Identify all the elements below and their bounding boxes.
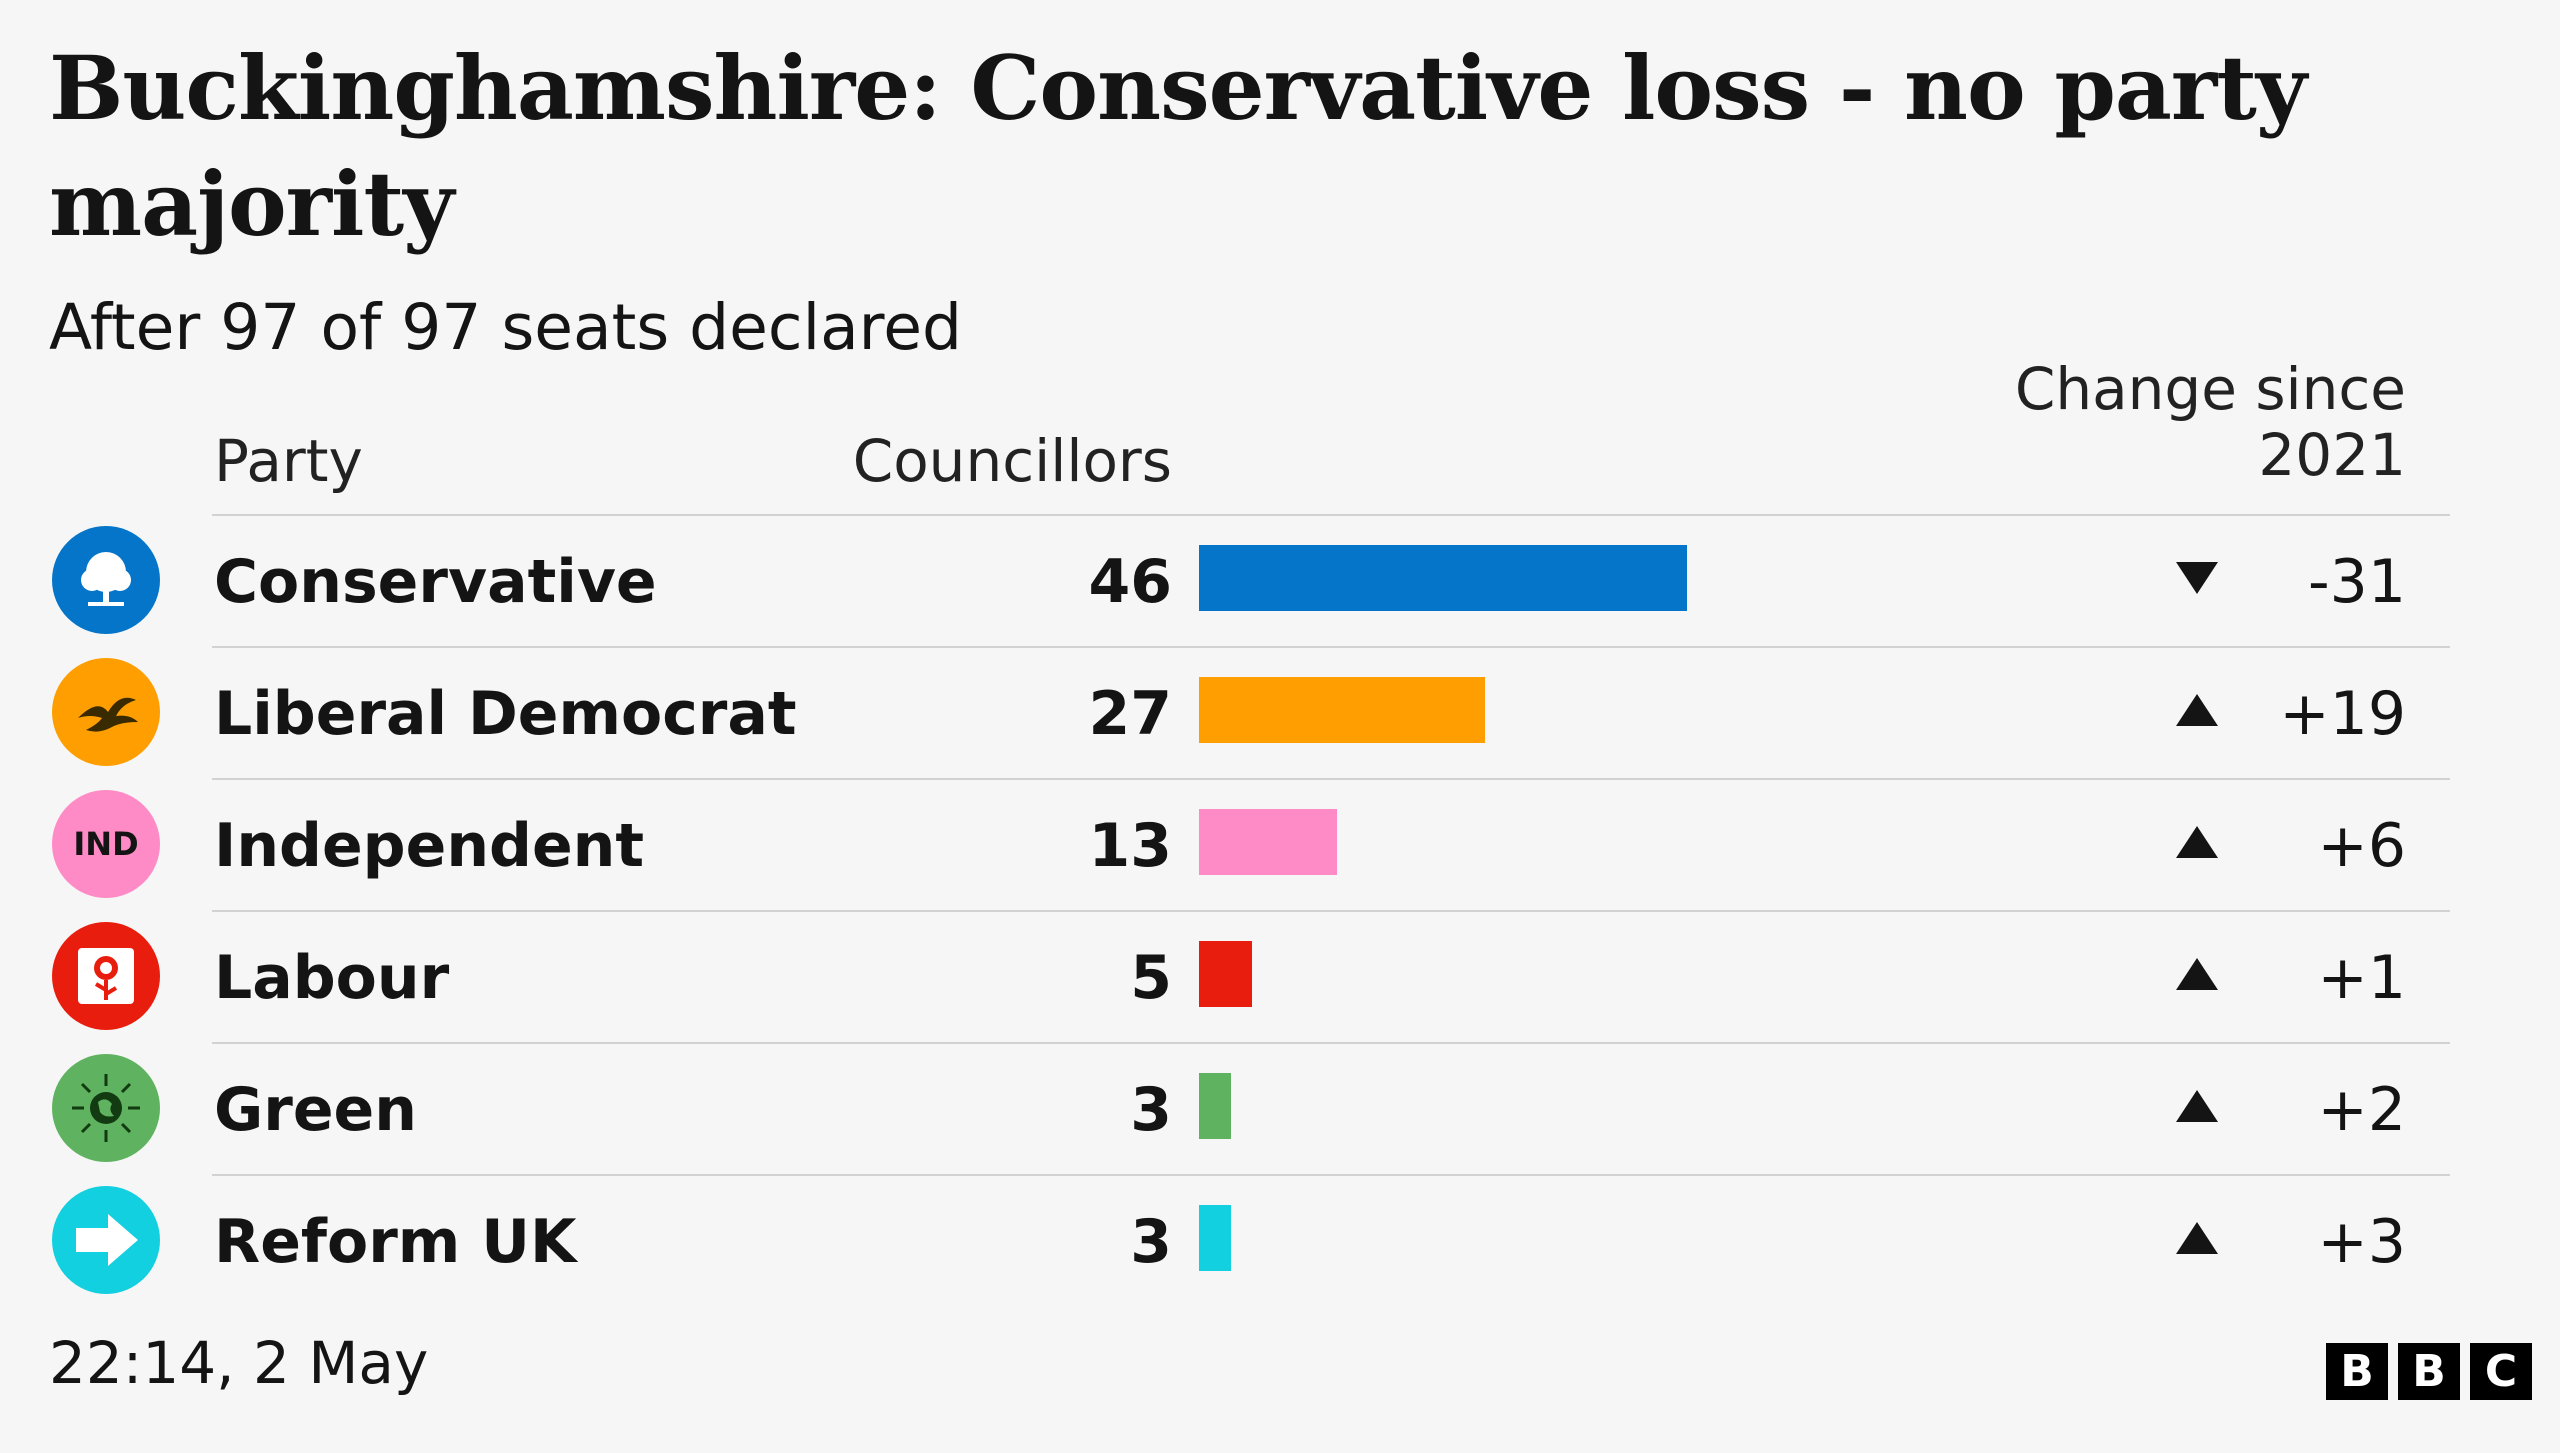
bar [1199, 1073, 1231, 1139]
councillors-value: 5 [1130, 943, 1172, 1013]
councillors-value: 27 [1088, 679, 1173, 749]
bbc-logo: B B C [2326, 1343, 2532, 1400]
labour-rose-icon [52, 922, 160, 1030]
chart-title: Buckinghamshire: Conservative loss - no … [49, 36, 2307, 256]
party-row: Conservative 46 -31 [0, 514, 2560, 646]
party-row: Labour 5 +1 [0, 910, 2560, 1042]
chart-subtitle: After 97 of 97 seats declared [49, 291, 962, 364]
independent-logo-text: IND [73, 825, 139, 863]
change-value: +6 [2317, 811, 2406, 881]
triangle-up-icon [2176, 958, 2218, 990]
party-name: Liberal Democrat [214, 679, 797, 749]
party-row: Reform UK 3 +3 [0, 1174, 2560, 1306]
bar [1199, 545, 1687, 611]
party-name: Independent [214, 811, 645, 881]
header-party: Party [214, 427, 363, 495]
change-value: +1 [2317, 943, 2406, 1013]
reform-arrow-icon [52, 1186, 160, 1294]
change-value: -31 [2308, 547, 2406, 617]
councillors-value: 13 [1088, 811, 1173, 881]
header-change: Change since 2021 [2014, 355, 2406, 489]
conservative-tree-icon [52, 526, 160, 634]
party-row: Green 3 +2 [0, 1042, 2560, 1174]
triangle-down-icon [2176, 562, 2218, 594]
triangle-up-icon [2176, 694, 2218, 726]
libdem-bird-icon [52, 658, 160, 766]
party-row: IND Independent 13 +6 [0, 778, 2560, 910]
triangle-up-icon [2176, 1222, 2218, 1254]
results-table: Conservative 46 -31 Liberal Democrat 27 +19 IN… [0, 514, 2560, 1306]
header-councillors: Councillors [852, 427, 1172, 495]
councillors-value: 46 [1088, 547, 1173, 617]
green-globe-icon [52, 1054, 160, 1162]
party-name: Labour [214, 943, 450, 1013]
councillors-value: 3 [1130, 1075, 1172, 1145]
bbc-logo-letter: B [2326, 1343, 2388, 1400]
party-name: Green [214, 1075, 417, 1145]
bbc-logo-letter: C [2470, 1343, 2532, 1400]
change-value: +19 [2279, 679, 2406, 749]
bar [1199, 941, 1252, 1007]
bar [1199, 677, 1485, 743]
bbc-logo-letter: B [2398, 1343, 2460, 1400]
bar [1199, 809, 1337, 875]
party-name: Conservative [214, 547, 657, 617]
triangle-up-icon [2176, 826, 2218, 858]
party-name: Reform UK [214, 1207, 577, 1277]
bar [1199, 1205, 1231, 1271]
party-row: Liberal Democrat 27 +19 [0, 646, 2560, 778]
change-value: +3 [2317, 1207, 2406, 1277]
change-value: +2 [2317, 1075, 2406, 1145]
independent-logo: IND [52, 790, 160, 898]
councillors-value: 3 [1130, 1207, 1172, 1277]
timestamp: 22:14, 2 May [49, 1329, 429, 1397]
triangle-up-icon [2176, 1090, 2218, 1122]
